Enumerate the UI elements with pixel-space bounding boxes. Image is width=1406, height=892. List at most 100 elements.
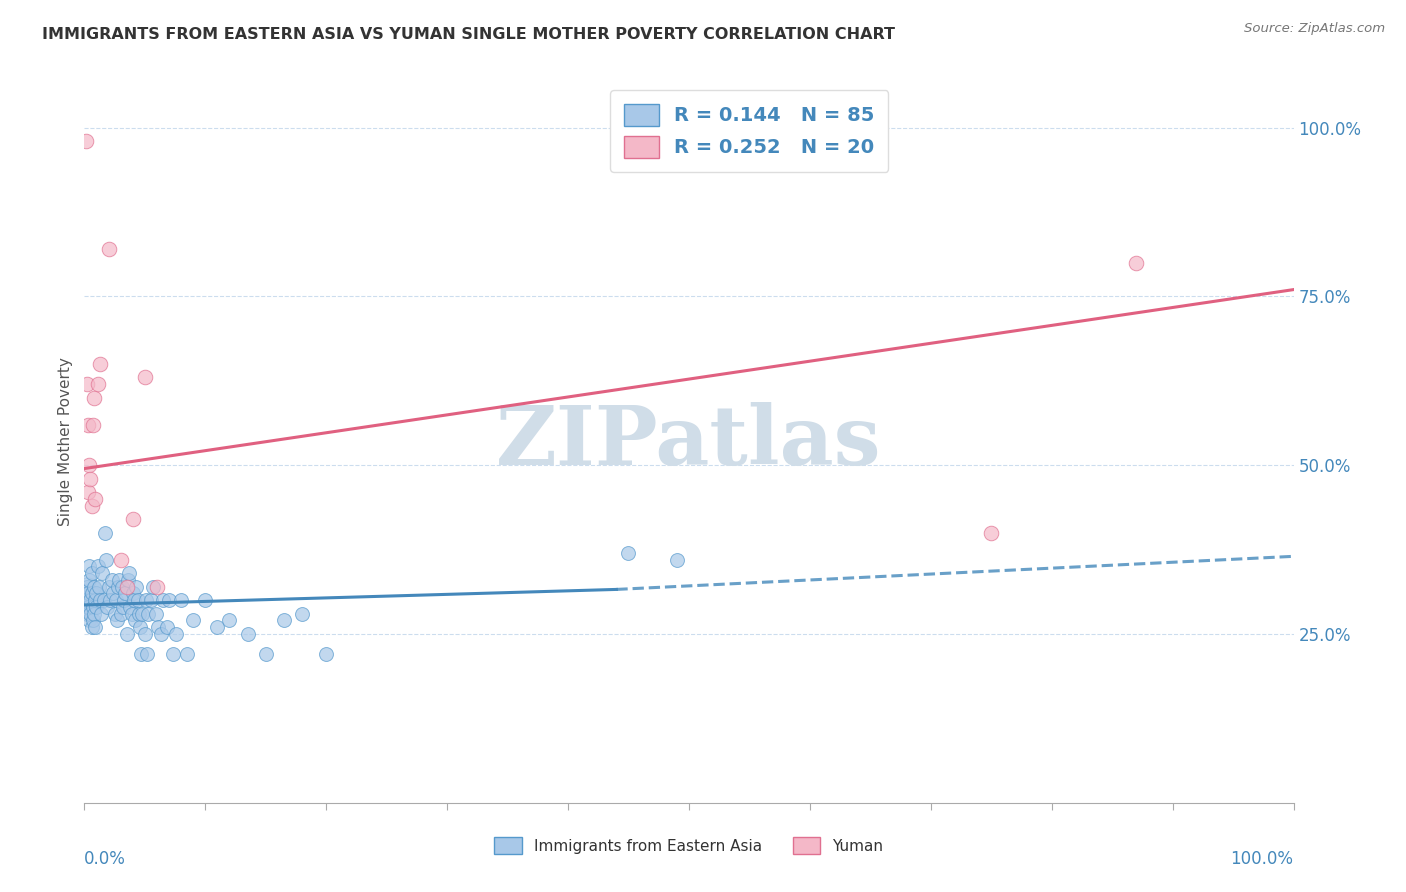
Point: [152, 593, 174, 607]
Point: [80, 566, 103, 581]
Point: [77, 458, 100, 472]
Point: [128, 607, 150, 621]
Point: [76, 580, 98, 594]
Point: [125, 580, 148, 594]
Point: [77, 417, 100, 432]
Point: [194, 593, 217, 607]
Point: [134, 627, 156, 641]
Point: [115, 580, 138, 594]
Point: [111, 580, 134, 594]
Point: [218, 614, 240, 628]
Point: [77, 593, 100, 607]
Point: [77, 485, 100, 500]
Point: [291, 607, 314, 621]
Point: [145, 607, 167, 621]
Point: [77, 586, 100, 600]
Point: [75, 134, 97, 148]
Point: [86, 599, 108, 614]
Point: [84, 593, 107, 607]
Point: [82, 599, 104, 614]
Point: [129, 647, 152, 661]
Point: [82, 417, 104, 432]
Legend: Immigrants from Eastern Asia, Yuman: Immigrants from Eastern Asia, Yuman: [488, 831, 890, 860]
Point: [90, 607, 112, 621]
Point: [80, 499, 103, 513]
Point: [121, 607, 143, 621]
Text: 0.0%: 0.0%: [84, 850, 127, 868]
Point: [146, 620, 169, 634]
Point: [80, 620, 103, 634]
Point: [162, 647, 184, 661]
Point: [112, 599, 135, 614]
Point: [94, 552, 117, 566]
Point: [79, 607, 101, 621]
Point: [146, 580, 169, 594]
Point: [96, 599, 118, 614]
Y-axis label: Single Mother Poverty: Single Mother Poverty: [58, 357, 73, 526]
Point: [82, 614, 104, 628]
Point: [86, 586, 108, 600]
Point: [84, 620, 107, 634]
Point: [105, 614, 128, 628]
Point: [176, 647, 198, 661]
Point: [79, 593, 101, 607]
Point: [83, 391, 105, 405]
Point: [76, 607, 98, 621]
Point: [93, 593, 115, 607]
Point: [124, 614, 146, 628]
Point: [77, 559, 100, 574]
Point: [136, 647, 159, 661]
Point: [97, 580, 120, 594]
Point: [112, 593, 135, 607]
Point: [139, 593, 162, 607]
Point: [127, 593, 149, 607]
Point: [77, 599, 100, 614]
Point: [207, 620, 229, 634]
Point: [155, 620, 177, 634]
Point: [77, 573, 100, 587]
Point: [254, 647, 277, 661]
Point: [76, 377, 98, 392]
Point: [89, 593, 111, 607]
Point: [980, 525, 1002, 540]
Point: [104, 593, 127, 607]
Point: [84, 491, 107, 506]
Point: [110, 607, 132, 621]
Point: [1125, 255, 1147, 269]
Text: Source: ZipAtlas.com: Source: ZipAtlas.com: [1244, 22, 1385, 36]
Text: ZIPatlas: ZIPatlas: [496, 401, 882, 482]
Point: [273, 614, 295, 628]
Point: [101, 573, 124, 587]
Point: [165, 627, 187, 641]
Point: [138, 607, 160, 621]
Point: [170, 593, 193, 607]
Point: [115, 627, 138, 641]
Point: [104, 607, 127, 621]
Point: [110, 552, 132, 566]
Point: [103, 586, 125, 600]
Point: [86, 377, 108, 392]
Point: [83, 580, 105, 594]
Text: 100.0%: 100.0%: [1230, 850, 1294, 868]
Point: [79, 472, 101, 486]
Point: [97, 242, 120, 256]
Point: [135, 593, 157, 607]
Point: [94, 525, 117, 540]
Point: [77, 614, 100, 628]
Point: [118, 566, 141, 581]
Point: [83, 607, 105, 621]
Point: [114, 586, 136, 600]
Point: [121, 586, 143, 600]
Point: [157, 593, 180, 607]
Point: [142, 580, 165, 594]
Point: [134, 370, 156, 384]
Point: [149, 627, 172, 641]
Point: [181, 614, 204, 628]
Point: [120, 599, 142, 614]
Point: [86, 559, 108, 574]
Point: [617, 546, 640, 560]
Point: [122, 593, 145, 607]
Point: [129, 620, 152, 634]
Point: [89, 357, 111, 371]
Point: [131, 607, 153, 621]
